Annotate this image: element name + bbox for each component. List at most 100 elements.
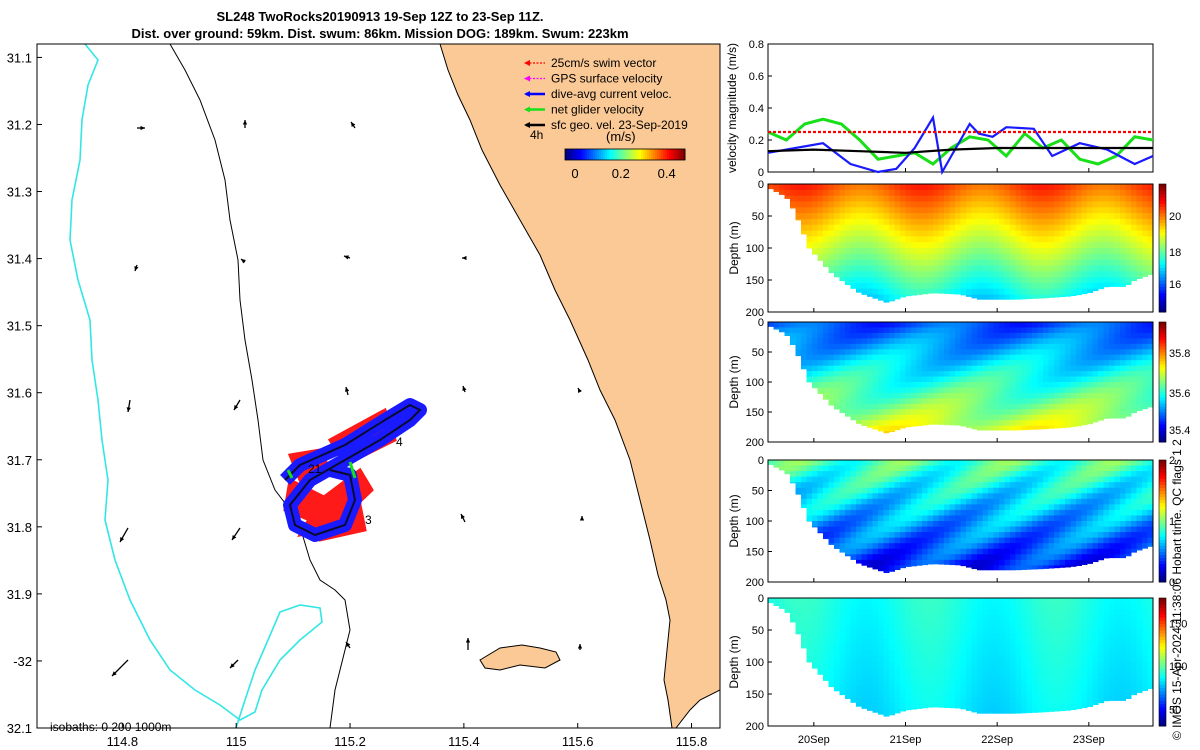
- section-cell: [1065, 332, 1071, 339]
- section-cell: [999, 259, 1005, 266]
- section-cell: [982, 207, 989, 214]
- section-cell: [916, 189, 923, 197]
- section-cell: [1070, 365, 1077, 372]
- section-cell: [938, 213, 945, 220]
- section-cell: [966, 554, 972, 561]
- section-cell: [894, 515, 901, 522]
- section-cell: [1054, 376, 1060, 383]
- section-cell: [1092, 360, 1099, 367]
- section-cell: [856, 207, 862, 214]
- section-cell: [834, 667, 840, 675]
- section-cell: [1015, 327, 1022, 334]
- section-cell: [900, 532, 906, 539]
- section-cell: [812, 471, 818, 478]
- section-cell: [1048, 521, 1055, 528]
- section-cell: [812, 354, 818, 361]
- section-cell: [949, 236, 956, 243]
- section-cell: [1010, 532, 1016, 539]
- section-cell: [1109, 259, 1115, 266]
- colorbar-cell: [587, 149, 590, 160]
- section-cell: [1125, 532, 1132, 539]
- section-cell: [817, 360, 824, 367]
- section-cell: [955, 242, 961, 249]
- section-cell: [1081, 476, 1088, 483]
- section-cell: [1021, 218, 1027, 226]
- section-cell: [922, 559, 928, 566]
- section-cell: [834, 537, 840, 544]
- section-cell: [1114, 327, 1121, 334]
- section-cell: [795, 482, 802, 489]
- section-cell: [900, 708, 906, 712]
- section-cell: [883, 349, 890, 356]
- section-cell: [1043, 360, 1049, 367]
- section-cell: [856, 259, 862, 266]
- section-cell: [977, 248, 983, 255]
- section-cell: [1120, 548, 1126, 555]
- section-cell: [1021, 696, 1027, 704]
- section-cell: [916, 398, 923, 405]
- section-cell: [916, 609, 923, 616]
- section-cell: [977, 236, 983, 243]
- section-cell: [850, 343, 857, 350]
- section-cell: [949, 548, 956, 555]
- section-cell: [1004, 644, 1011, 651]
- section-cell: [1076, 504, 1082, 511]
- section-cell: [839, 460, 846, 467]
- section-cell: [966, 420, 972, 427]
- section-cell: [949, 288, 956, 295]
- section-cell: [1059, 409, 1066, 416]
- section-cell: [949, 471, 956, 478]
- section-cell: [823, 327, 829, 334]
- section-cell: [971, 425, 978, 430]
- section-cell: [828, 621, 835, 628]
- section-cell: [812, 627, 818, 634]
- section-cell: [955, 532, 961, 539]
- section-cell: [784, 189, 791, 197]
- section-cell: [1131, 548, 1137, 553]
- section-cell: [1114, 465, 1121, 472]
- section-cell: [845, 493, 851, 500]
- section-cell: [1103, 465, 1110, 472]
- section-cell: [1076, 288, 1082, 296]
- section-cell: [971, 259, 978, 266]
- section-cell: [823, 603, 829, 611]
- section-cell: [977, 644, 983, 651]
- section-cell: [1081, 398, 1088, 405]
- section-cell: [1098, 471, 1104, 478]
- colorbar-cell: [1159, 334, 1166, 338]
- section-cell: [834, 493, 840, 500]
- section-cell: [927, 554, 934, 561]
- section-cell: [900, 207, 906, 214]
- section-cell: [1048, 543, 1055, 550]
- section-cell: [1147, 354, 1154, 361]
- section-cell: [817, 230, 824, 237]
- section-cell: [894, 265, 901, 272]
- section-cell: [1114, 526, 1121, 533]
- section-cell: [1142, 207, 1148, 214]
- section-cell: [812, 201, 818, 208]
- section-cell: [900, 559, 906, 566]
- section-cell: [894, 598, 901, 605]
- section-cell: [1076, 673, 1082, 680]
- section-cell: [993, 343, 1000, 350]
- section-cell: [1098, 248, 1104, 255]
- section-cell: [905, 673, 912, 680]
- section-cell: [1021, 638, 1027, 646]
- section-cell: [790, 621, 796, 623]
- section-cell: [900, 253, 906, 261]
- section-cell: [1142, 392, 1148, 399]
- section-cell: [982, 638, 989, 646]
- section-cell: [999, 218, 1005, 226]
- section-cell: [867, 615, 873, 622]
- section-cell: [1037, 360, 1044, 367]
- section-cell: [817, 195, 824, 202]
- section-cell: [1131, 543, 1137, 550]
- section-cell: [993, 521, 1000, 528]
- section-cell: [834, 354, 840, 361]
- section-cell: [812, 638, 818, 646]
- section-cell: [911, 650, 917, 657]
- section-cell: [1114, 360, 1121, 367]
- colorbar-cell: [1159, 361, 1166, 365]
- section-cell: [922, 679, 928, 686]
